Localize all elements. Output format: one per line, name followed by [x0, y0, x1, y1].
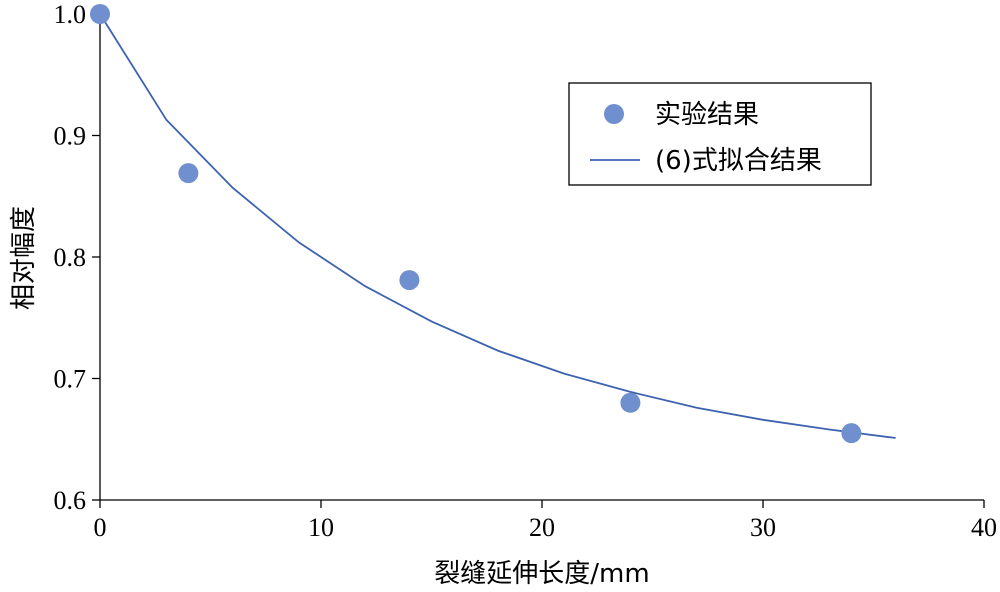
y-tick-label-1: 0.7 [54, 365, 87, 394]
y-tick-label-2: 0.8 [54, 243, 87, 272]
x-tick-label-0: 0 [94, 513, 107, 542]
data-point-4 [841, 423, 862, 444]
legend: 实验结果 (6)式拟合结果 [568, 82, 872, 186]
y-tick-label-4: 1.0 [54, 0, 87, 29]
fit-line-layer [99, 13, 896, 439]
x-tick-label-3: 30 [750, 513, 776, 542]
y-tick-label-0: 0.6 [54, 486, 87, 515]
x-tick-label-1: 10 [308, 513, 334, 542]
legend-label-experiment: 实验结果 [655, 100, 759, 130]
data-point-2 [399, 270, 420, 291]
y-axis-title: 相对幅度 [9, 206, 39, 310]
data-point-1 [178, 163, 199, 184]
legend-label-fit: (6)式拟合结果 [655, 146, 822, 176]
y-tick-label-3: 0.9 [54, 122, 87, 151]
fit-line [99, 13, 896, 439]
x-axis-title: 裂缝延伸长度/mm [434, 559, 649, 589]
legend-box [568, 82, 872, 186]
data-point-3 [620, 392, 641, 413]
legend-marker-experiment [604, 104, 624, 124]
x-tick-label-2: 20 [529, 513, 555, 542]
x-tick-label-4: 40 [971, 513, 997, 542]
points-layer [90, 4, 862, 444]
ticks: 0 10 20 30 40 0.6 0.7 0.8 0.9 1.0 [54, 0, 998, 542]
data-point-0 [90, 4, 110, 24]
